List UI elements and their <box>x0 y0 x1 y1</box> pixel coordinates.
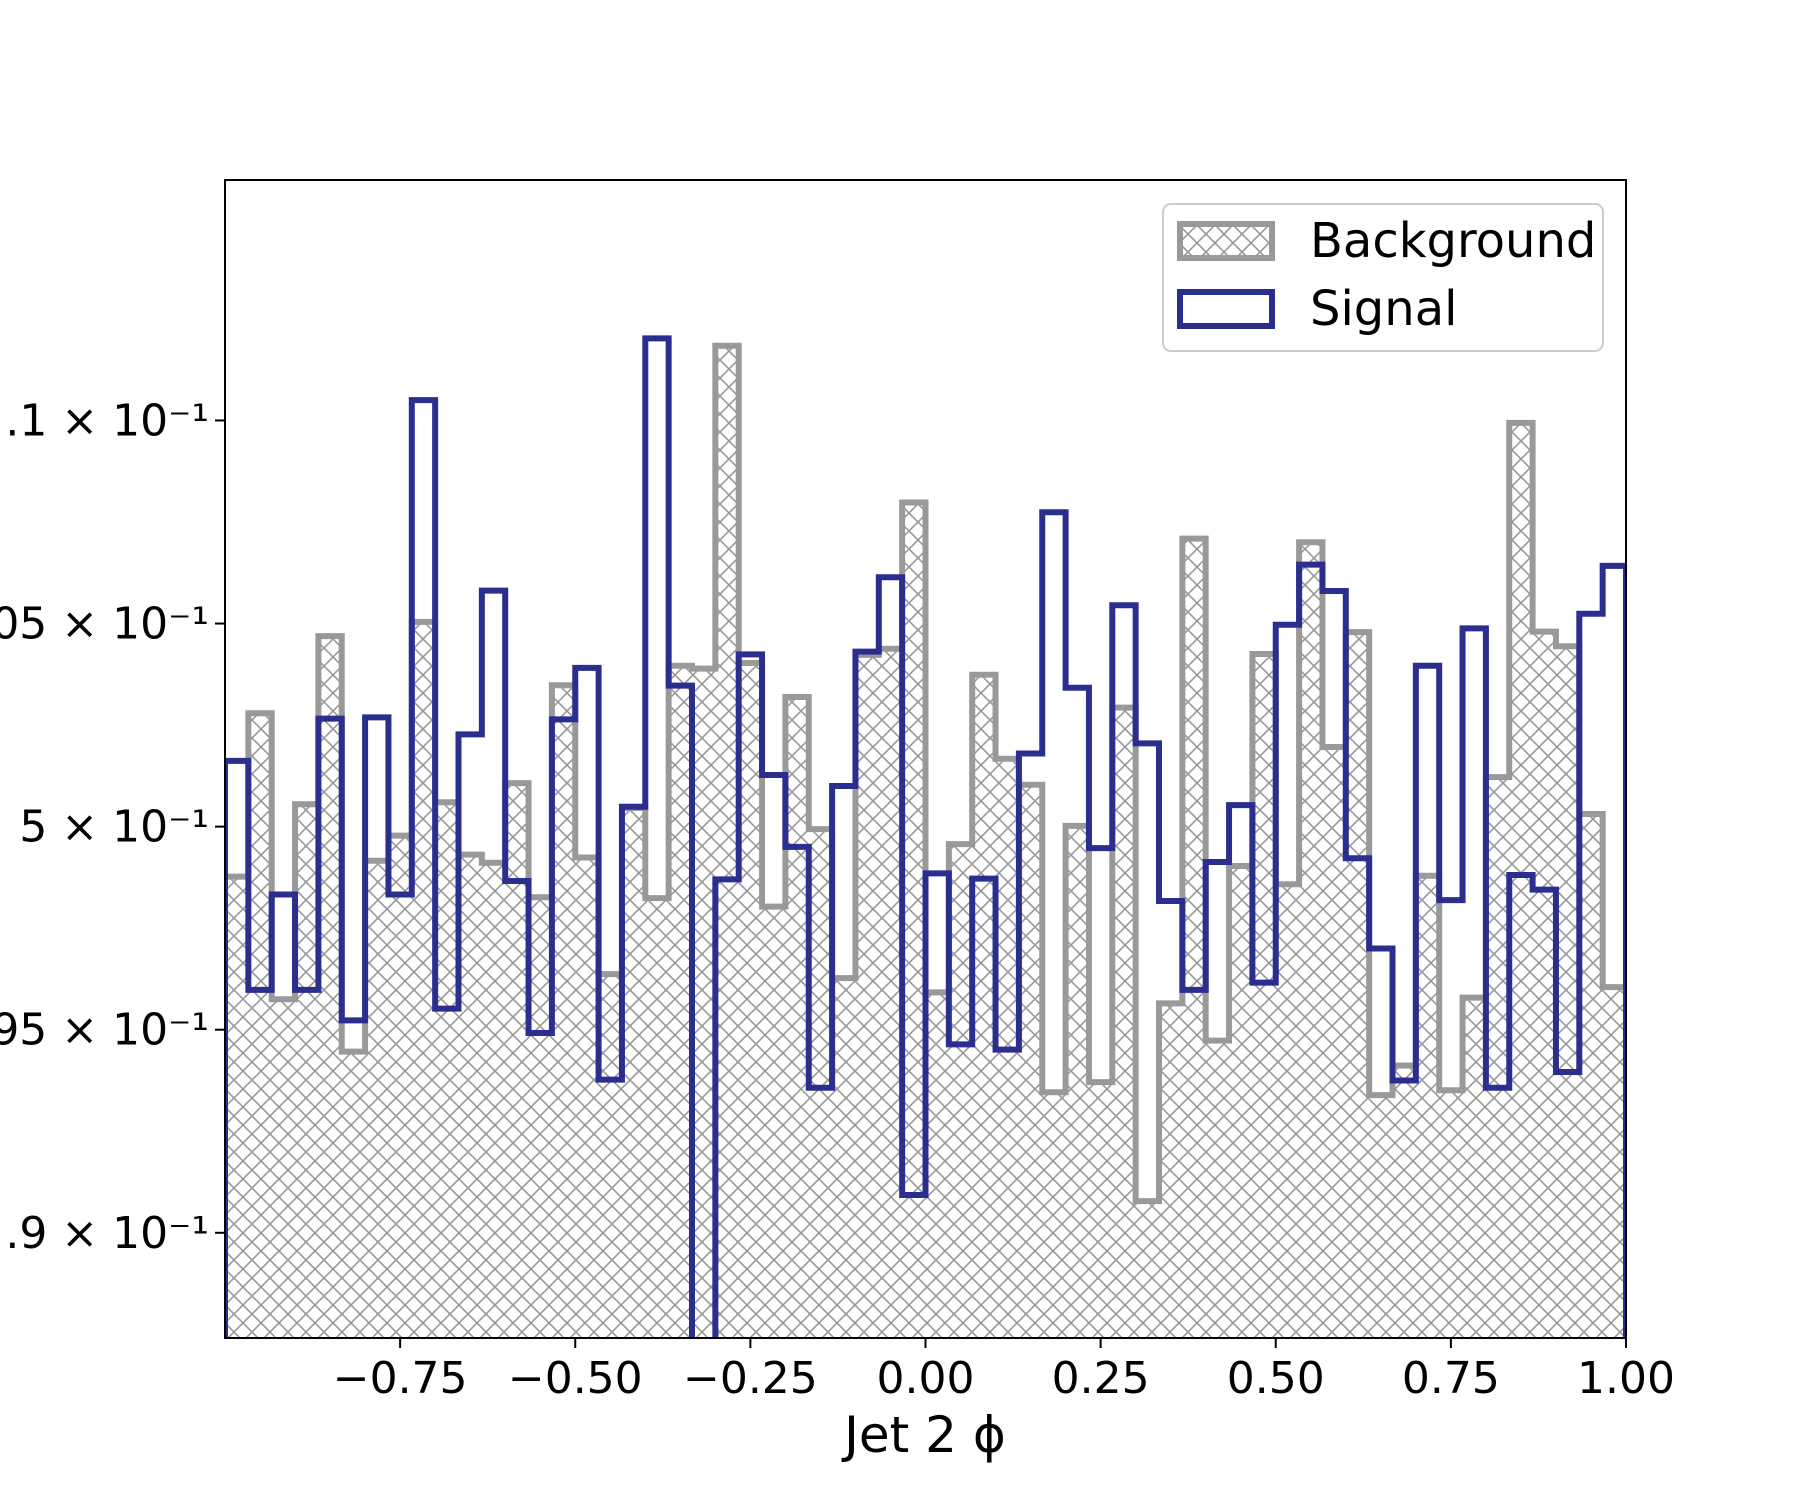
signal-series-outline <box>225 335 1626 1338</box>
y-axis: .9 × 10⁻¹ 95 × 10⁻¹ 5 × 10⁻¹ 05 × 10⁻¹ .1 × … <box>0 395 225 1259</box>
legend: Background Signal <box>1162 203 1604 352</box>
x-tick-label: −0.50 <box>508 1353 643 1404</box>
x-tick-label: 0.50 <box>1227 1353 1325 1404</box>
x-tick-label: −0.75 <box>333 1353 468 1404</box>
y-tick-label: 95 × 10⁻¹ <box>0 1005 209 1056</box>
x-tick-label: 0.00 <box>877 1353 975 1404</box>
legend-swatch-background <box>1177 221 1275 261</box>
x-tick-label: 0.75 <box>1402 1353 1500 1404</box>
x-tick-label: 0.25 <box>1052 1353 1150 1404</box>
y-tick-label: .9 × 10⁻¹ <box>5 1208 209 1259</box>
y-tick-label: 05 × 10⁻¹ <box>0 599 209 650</box>
legend-label-signal: Signal <box>1310 281 1457 337</box>
x-axis: −0.75 −0.50 −0.25 0.00 0.25 0.50 0.75 1.00 <box>333 1338 1675 1404</box>
x-tick-label: 1.00 <box>1577 1353 1675 1404</box>
y-tick-label: 5 × 10⁻¹ <box>19 802 209 853</box>
x-tick-label: −0.25 <box>683 1353 818 1404</box>
legend-label-background: Background <box>1310 213 1596 269</box>
x-axis-label: Jet 2 ϕ <box>841 1406 1006 1464</box>
legend-swatch-signal <box>1177 289 1275 329</box>
y-tick-label: .1 × 10⁻¹ <box>5 395 209 446</box>
